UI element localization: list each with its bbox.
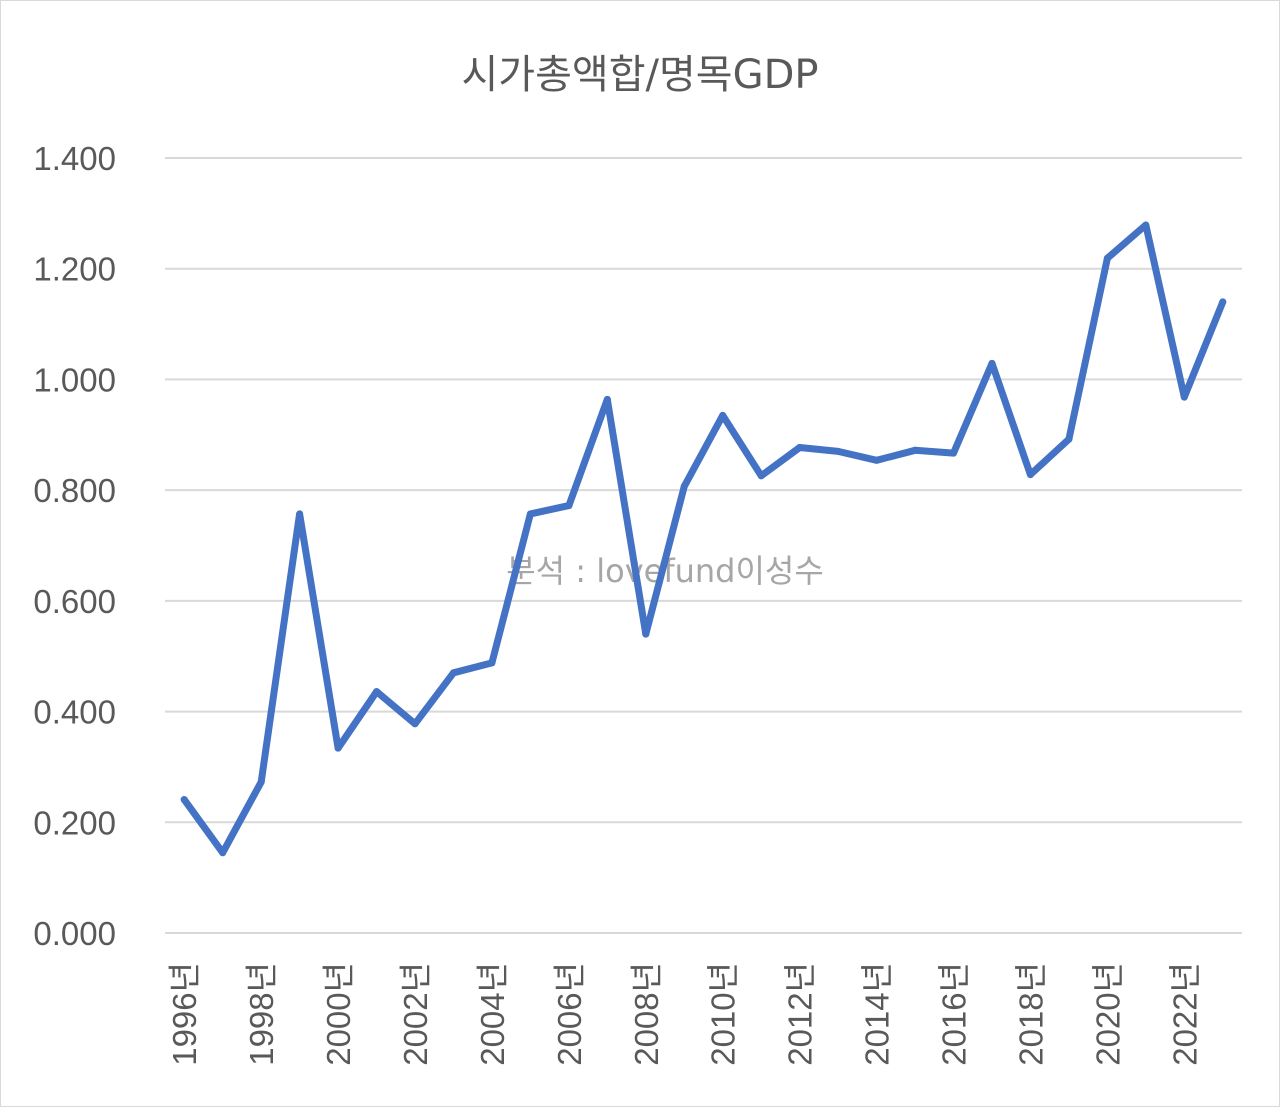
x-tick-label: 2002년 (397, 962, 434, 1066)
chart-title: 시가총액합/명목GDP (462, 52, 819, 98)
gridlines (165, 157, 1242, 934)
data-point (1219, 298, 1227, 306)
data-point (1065, 435, 1073, 443)
data-point (834, 447, 842, 455)
x-tick-label: 2000년 (320, 962, 357, 1066)
y-axis: 0.000 0.200 0.400 0.600 0.800 1.000 1.200 1.400 (33, 140, 116, 952)
data-point (373, 688, 381, 696)
data-point (603, 395, 611, 403)
x-tick-label: 2012년 (782, 962, 819, 1066)
data-point (526, 510, 534, 518)
x-tick-label: 2014년 (859, 962, 896, 1066)
data-point (219, 849, 227, 857)
x-tick-label: 2018년 (1012, 962, 1049, 1066)
x-tick-label: 2008년 (628, 962, 665, 1066)
y-tick-label: 0.600 (33, 583, 116, 620)
x-tick-label: 2016년 (936, 962, 973, 1066)
data-point (257, 778, 265, 786)
data-point (1142, 221, 1150, 229)
data-point (988, 359, 996, 367)
data-points (180, 221, 1227, 857)
x-tick-label: 2006년 (551, 962, 588, 1066)
x-tick-label: 2020년 (1089, 962, 1126, 1066)
y-tick-label: 1.400 (33, 140, 116, 177)
y-tick-label: 0.800 (33, 472, 116, 509)
data-point (565, 502, 573, 510)
data-point (296, 510, 304, 518)
data-point (1180, 393, 1188, 401)
x-tick-label: 2022년 (1166, 962, 1203, 1066)
y-tick-label: 0.400 (33, 694, 116, 731)
data-point (1103, 254, 1111, 262)
data-point (488, 659, 496, 667)
data-point (180, 796, 188, 804)
data-point (680, 482, 688, 490)
x-tick-label: 2010년 (705, 962, 742, 1066)
data-point (334, 744, 342, 752)
x-tick-label: 1996년 (166, 962, 203, 1066)
x-axis: 1996년 1998년 2000년 2002년 2004년 2006년 2008년 2010년… (166, 962, 1203, 1066)
x-tick-label: 2004년 (474, 962, 511, 1066)
data-point (719, 411, 727, 419)
series-line (180, 221, 1227, 857)
data-point (449, 669, 457, 677)
data-point (911, 446, 919, 454)
data-point (950, 449, 958, 457)
data-point (1026, 471, 1034, 479)
data-point (873, 456, 881, 464)
x-tick-label: 1998년 (243, 962, 280, 1066)
data-point (757, 472, 765, 480)
data-point (642, 630, 650, 638)
y-tick-label: 0.200 (33, 804, 116, 841)
y-tick-label: 1.200 (33, 251, 116, 288)
data-point (411, 720, 419, 728)
y-tick-label: 1.000 (33, 361, 116, 398)
data-point (796, 444, 804, 452)
y-tick-label: 0.000 (33, 915, 116, 952)
